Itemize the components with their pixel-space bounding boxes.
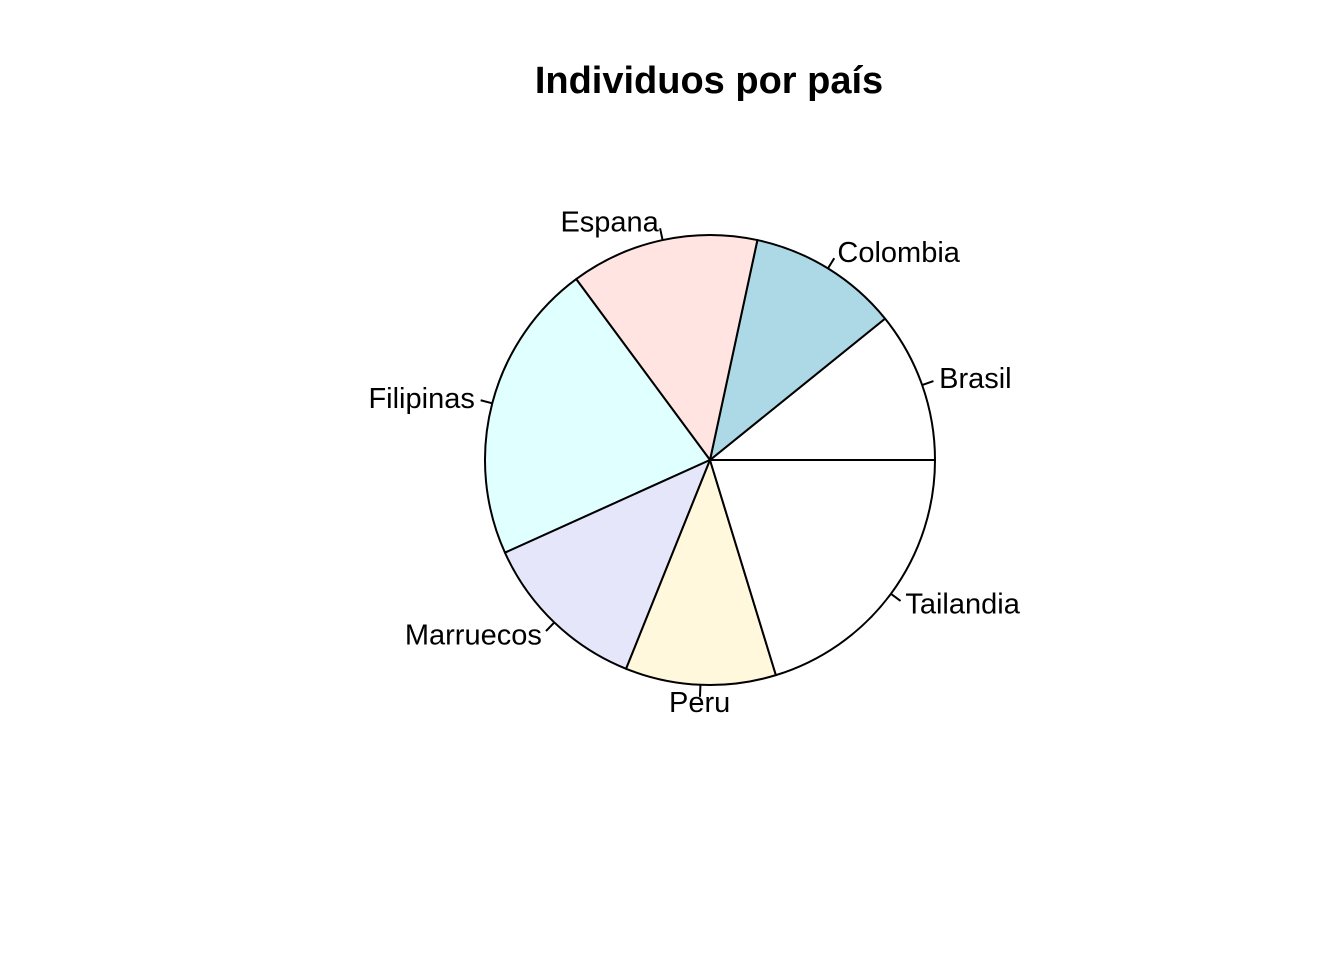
pie-label-brasil: Brasil [939,363,1012,395]
chart-title: Individuos por país [535,60,883,102]
label-tick-brasil [921,380,934,386]
pie-slice-colombia [709,239,887,461]
label-tick-peru [698,684,702,697]
pie-slice-espana [575,234,759,461]
label-tick-colombia [827,257,836,269]
label-tick-marruecos [545,621,556,632]
pie-slice-peru [625,459,777,686]
pie-labels: Brasil Colombia Espana Filipinas Marruecos Pe… [368,206,1020,718]
pie-slice-tailandia [709,459,936,677]
pie-label-colombia: Colombia [837,237,960,269]
pie-label-peru: Peru [669,687,730,719]
label-tick-espana [659,228,664,241]
pie-label-ticks [480,228,934,697]
pie-label-tailandia: Tailandia [905,589,1020,621]
pie-slices [484,234,936,686]
pie-label-espana: Espana [560,206,659,238]
pie-slice-filipinas [484,278,711,554]
pie-slice-brasil [709,317,936,461]
label-tick-tailandia [890,592,902,602]
pie-label-filipinas: Filipinas [368,383,474,415]
label-tick-filipinas [480,399,493,405]
pie-label-marruecos: Marruecos [405,619,542,651]
